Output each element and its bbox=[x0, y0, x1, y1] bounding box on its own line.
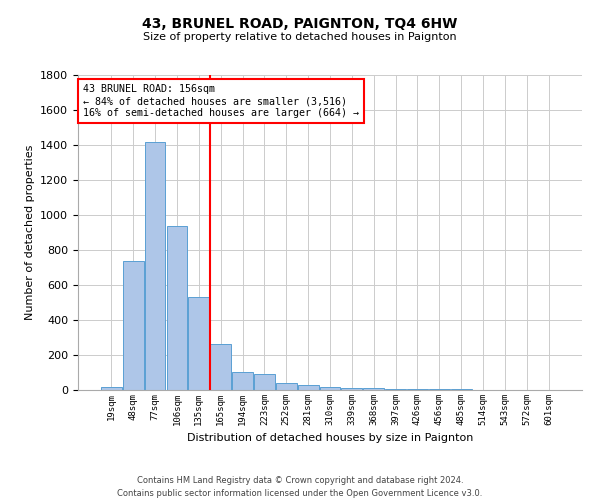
Bar bbox=[341, 388, 362, 390]
Bar bbox=[254, 374, 275, 390]
Bar bbox=[167, 226, 187, 390]
Bar bbox=[101, 386, 122, 390]
Bar bbox=[298, 386, 319, 390]
Bar bbox=[407, 389, 428, 390]
Bar bbox=[276, 384, 296, 390]
Bar bbox=[145, 142, 166, 390]
Text: 43 BRUNEL ROAD: 156sqm
← 84% of detached houses are smaller (3,516)
16% of semi-: 43 BRUNEL ROAD: 156sqm ← 84% of detached… bbox=[83, 84, 359, 117]
Bar bbox=[364, 388, 384, 390]
Bar bbox=[385, 388, 406, 390]
Bar bbox=[210, 344, 231, 390]
Text: 43, BRUNEL ROAD, PAIGNTON, TQ4 6HW: 43, BRUNEL ROAD, PAIGNTON, TQ4 6HW bbox=[142, 18, 458, 32]
Bar bbox=[123, 260, 143, 390]
Y-axis label: Number of detached properties: Number of detached properties bbox=[25, 145, 35, 320]
Bar bbox=[188, 297, 209, 390]
Bar bbox=[320, 387, 340, 390]
Text: Contains HM Land Registry data © Crown copyright and database right 2024.
Contai: Contains HM Land Registry data © Crown c… bbox=[118, 476, 482, 498]
Text: Size of property relative to detached houses in Paignton: Size of property relative to detached ho… bbox=[143, 32, 457, 42]
Bar bbox=[232, 372, 253, 390]
X-axis label: Distribution of detached houses by size in Paignton: Distribution of detached houses by size … bbox=[187, 434, 473, 444]
